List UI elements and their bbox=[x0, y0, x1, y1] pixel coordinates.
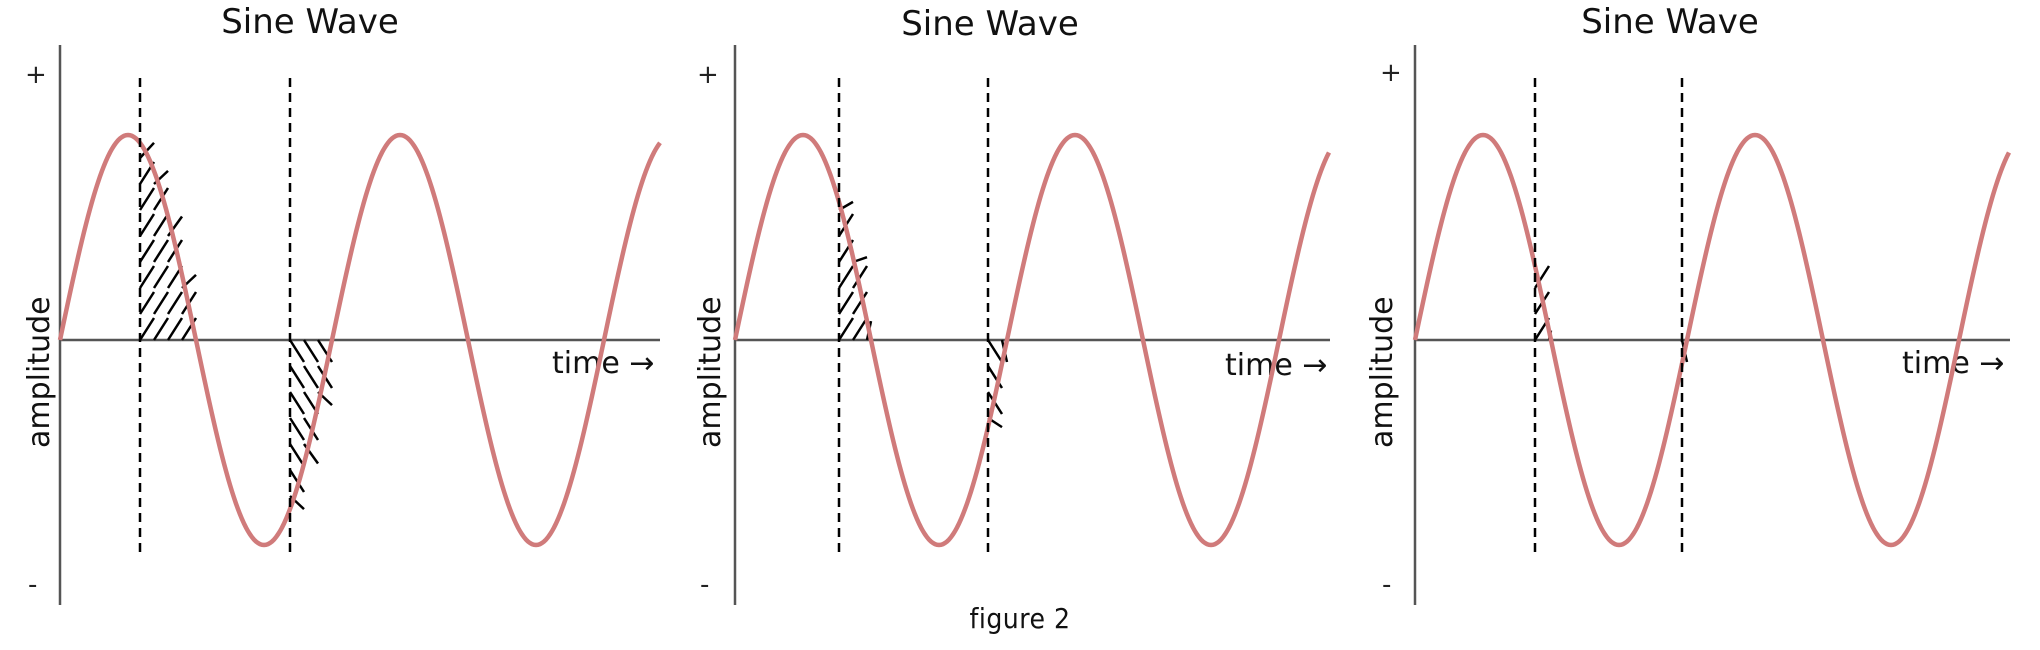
right-arrow-icon: → bbox=[629, 346, 655, 381]
hatch-line bbox=[138, 187, 156, 211]
sine-plot bbox=[57, 45, 662, 605]
hatch-line bbox=[152, 291, 170, 315]
minus-sign: - bbox=[1382, 570, 1392, 600]
sine-wave bbox=[732, 132, 1332, 548]
hatch-line bbox=[837, 291, 855, 315]
x-axis-label-text: time bbox=[1225, 348, 1293, 383]
sine-panel-1: Sine Wave amplitude + - time → bbox=[0, 0, 680, 620]
hatch-line bbox=[152, 265, 170, 289]
plus-sign: + bbox=[25, 60, 47, 90]
hatch-line bbox=[288, 443, 306, 467]
hatch-line bbox=[837, 265, 855, 289]
sine-plot bbox=[1412, 45, 2012, 605]
plus-sign: + bbox=[1380, 58, 1402, 88]
minus-sign: - bbox=[700, 570, 710, 600]
hatch-line bbox=[152, 239, 170, 263]
panel-title: Sine Wave bbox=[901, 4, 1079, 44]
hatch-line bbox=[302, 365, 320, 389]
hatch-line bbox=[986, 339, 1004, 363]
hatch-line bbox=[288, 339, 306, 363]
hatch-line bbox=[288, 417, 306, 441]
hatch-line bbox=[152, 213, 170, 237]
sine-panel-3: Sine Wave amplitude + - time → bbox=[1360, 0, 2040, 620]
hatch-line bbox=[302, 339, 320, 363]
hatch-line bbox=[152, 317, 170, 341]
hatch-line bbox=[138, 239, 156, 263]
hatch-line bbox=[851, 265, 869, 289]
hatch-line bbox=[138, 291, 156, 315]
minus-sign: - bbox=[28, 570, 38, 600]
sine-wave bbox=[57, 132, 662, 548]
right-arrow-icon: → bbox=[1979, 346, 2005, 381]
x-axis-label: time → bbox=[552, 346, 654, 381]
hatch-line bbox=[138, 213, 156, 237]
x-axis-label: time → bbox=[1225, 348, 1327, 383]
panel-title: Sine Wave bbox=[221, 2, 399, 42]
sine-wave bbox=[1412, 132, 2012, 548]
hatch-line bbox=[851, 317, 869, 341]
panel-title: Sine Wave bbox=[1581, 2, 1759, 42]
plus-sign: + bbox=[697, 60, 719, 90]
right-arrow-icon: → bbox=[1302, 348, 1328, 383]
hatch-line bbox=[851, 291, 869, 315]
hatch-line bbox=[138, 265, 156, 289]
hatch-line bbox=[166, 317, 184, 341]
hatch-line bbox=[288, 391, 306, 415]
hatch-region-1 bbox=[138, 141, 198, 341]
hatch-line bbox=[837, 317, 855, 341]
figure-caption: figure 2 bbox=[969, 602, 1071, 635]
x-axis-label-text: time bbox=[552, 346, 620, 381]
hatch-line bbox=[288, 365, 306, 389]
sine-panel-2: Sine Wave amplitude + - time → bbox=[680, 0, 1360, 620]
hatch-line bbox=[166, 291, 184, 315]
sine-plot bbox=[732, 45, 1332, 605]
hatch-line bbox=[138, 317, 156, 341]
